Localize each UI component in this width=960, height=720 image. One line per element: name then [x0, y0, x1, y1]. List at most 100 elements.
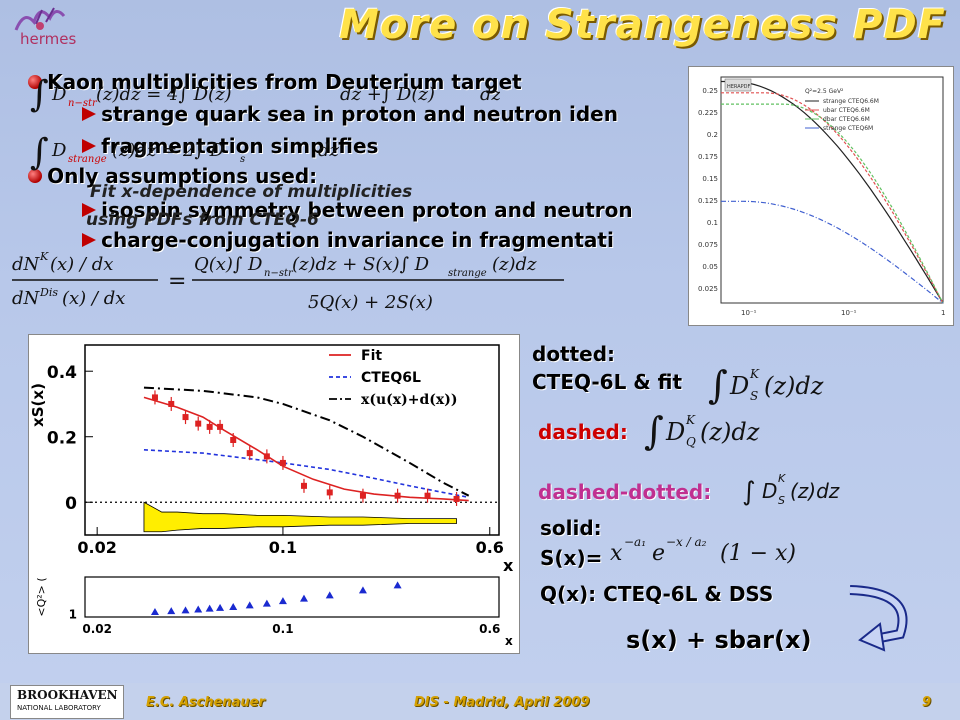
q2-point	[358, 586, 367, 594]
bullet-3: fragmentation simplifies	[82, 134, 378, 158]
legend-label: CTEQ6L	[361, 370, 421, 386]
q2-point	[245, 601, 254, 609]
q2-point	[167, 607, 176, 615]
main-chart: 0 0.2 0.4 0.02 0.1 0.6 xS(x) x Fit CTEQ6L x(u(x)+d…	[28, 334, 520, 654]
inset-legend-label: strange CTEQ6M	[823, 125, 873, 132]
data-point	[326, 489, 333, 496]
svg-text:∫: ∫	[644, 409, 664, 452]
q2-point	[194, 605, 203, 613]
label-solid: solid:	[540, 516, 602, 540]
svg-text:dz +∫ D(z): dz +∫ D(z)	[340, 84, 435, 105]
inset-legend-label: dbar CTEQ6.6M	[823, 116, 870, 123]
svg-text:∫: ∫	[30, 74, 49, 115]
data-point	[279, 459, 286, 466]
data-point	[230, 437, 237, 443]
q2-y-label: <Q²> (	[35, 577, 48, 616]
data-point	[424, 492, 431, 499]
inset-strange-curve	[721, 80, 944, 304]
label-dotted: dotted:	[532, 342, 616, 366]
svg-text:Dis: Dis	[39, 286, 58, 299]
svg-text:n−str: n−str	[68, 98, 98, 109]
svg-text:−x / a₂: −x / a₂	[666, 535, 707, 549]
data-point	[453, 495, 460, 502]
svg-text:D: D	[51, 84, 67, 105]
q2-point	[262, 599, 271, 607]
inset-strange6m-curve	[721, 200, 944, 304]
cteq-curve	[143, 449, 469, 499]
q2-point	[150, 608, 159, 615]
footer-page: 9	[922, 695, 932, 710]
integral-ds-2: ∫ D K S (z)dz	[742, 466, 872, 514]
footer-conference: DIS - Madrid, April 2009	[414, 695, 590, 710]
inset-y-tick-label: 0.025	[698, 285, 718, 293]
inset-y-tick-label: 0.225	[698, 109, 718, 117]
svg-text:D: D	[729, 372, 749, 400]
bullet-1: Kaon multiplicities from Deuterium targe…	[28, 70, 522, 94]
label-cteq-fit: CTEQ-6L & fit	[532, 370, 683, 394]
formula-overlay-2: ∫ D strange (z)dz = 2∫ D s dz	[30, 130, 350, 180]
bullet-4: Only assumptions used:	[28, 164, 317, 188]
svg-text:=: =	[168, 269, 186, 294]
sx-formula: x −a₁ e −x / a₂ (1 − x)	[610, 530, 850, 574]
bullet-5: isospin symmetry between proton and neut…	[82, 198, 633, 222]
x-tick-label: 0.02	[77, 538, 116, 557]
inset-x-tick-label: 1	[941, 309, 945, 317]
q2-point	[216, 603, 225, 611]
q2-point	[205, 604, 214, 612]
fit-curve	[143, 396, 469, 502]
y-tick-label: 0.2	[47, 429, 77, 449]
fit-note-1: Fit x-dependence of multiplicities	[90, 182, 413, 202]
svg-text:e: e	[652, 541, 665, 566]
bullet-dot-icon	[28, 75, 42, 89]
bullet-text: Kaon multiplicities from Deuterium targe…	[47, 70, 522, 94]
inset-x-tick-label: 10⁻¹	[841, 309, 857, 317]
inset-header: Q²=2.5 GeV²	[805, 88, 844, 95]
svg-text:strange: strange	[68, 154, 107, 165]
svg-text:Q: Q	[686, 435, 696, 449]
svg-text:dN: dN	[12, 254, 41, 275]
integral-dq: ∫ D K Q (z)dz	[644, 408, 784, 456]
svg-text:S: S	[778, 494, 785, 507]
q2-x-tick-label: 0.1	[272, 622, 293, 636]
main-chart-svg: 0 0.2 0.4 0.02 0.1 0.6 xS(x) x Fit CTEQ6L x(u(x)+d…	[29, 344, 514, 648]
svg-text:x: x	[610, 541, 623, 566]
hermes-logo: hermes	[6, 2, 86, 54]
svg-text:(z)dz: (z)dz	[700, 418, 760, 446]
svg-text:D: D	[51, 140, 67, 161]
q2-point	[325, 591, 334, 599]
svg-text:∫: ∫	[742, 477, 756, 507]
inset-legend-label: strange CTEQ6.6M	[823, 98, 879, 105]
q2-frame	[84, 576, 500, 618]
data-point	[151, 394, 158, 401]
svg-text:dN: dN	[12, 288, 41, 309]
systematic-band	[143, 501, 457, 533]
inset-y-tick-label: 0.125	[698, 197, 718, 205]
inset-y-tick-label: 0.175	[698, 153, 718, 161]
q2-x-tick-label: 0.6	[479, 622, 500, 636]
bullet-text: Only assumptions used:	[47, 164, 318, 188]
bullet-text: fragmentation simplifies	[101, 134, 379, 158]
x-axis-label: x	[503, 556, 514, 575]
legend-label: Fit	[361, 348, 382, 364]
inset-y-tick-label: 0.05	[702, 263, 718, 271]
svg-text:s: s	[240, 154, 245, 165]
svg-text:∫: ∫	[30, 132, 49, 173]
svg-text:dz: dz	[318, 140, 340, 161]
q2-x-label: x	[505, 634, 513, 648]
svg-text:(z)dz: (z)dz	[764, 372, 824, 400]
footer-author: E.C. Aschenauer	[146, 695, 265, 710]
q2-point	[181, 606, 190, 614]
fit-note-2: using PDFs from CTEQ-6	[86, 210, 319, 230]
svg-text:K: K	[685, 413, 696, 427]
bullet-text: charge-conjugation invariance in fragmen…	[101, 228, 614, 252]
label-qx: Q(x): CTEQ-6L & DSS	[540, 582, 774, 606]
data-point	[394, 492, 401, 499]
data-point	[195, 420, 202, 427]
inset-y-tick-label: 0.25	[702, 87, 718, 95]
q2-x-tick-label: 0.02	[82, 622, 112, 636]
slide-title: More on Strangeness PDF	[339, 2, 946, 48]
data-point	[359, 492, 366, 499]
inset-ubar-curve	[721, 92, 944, 304]
svg-text:(z)dz = 4∫ D(z): (z)dz = 4∫ D(z)	[96, 84, 232, 105]
svg-text:S: S	[750, 389, 758, 403]
